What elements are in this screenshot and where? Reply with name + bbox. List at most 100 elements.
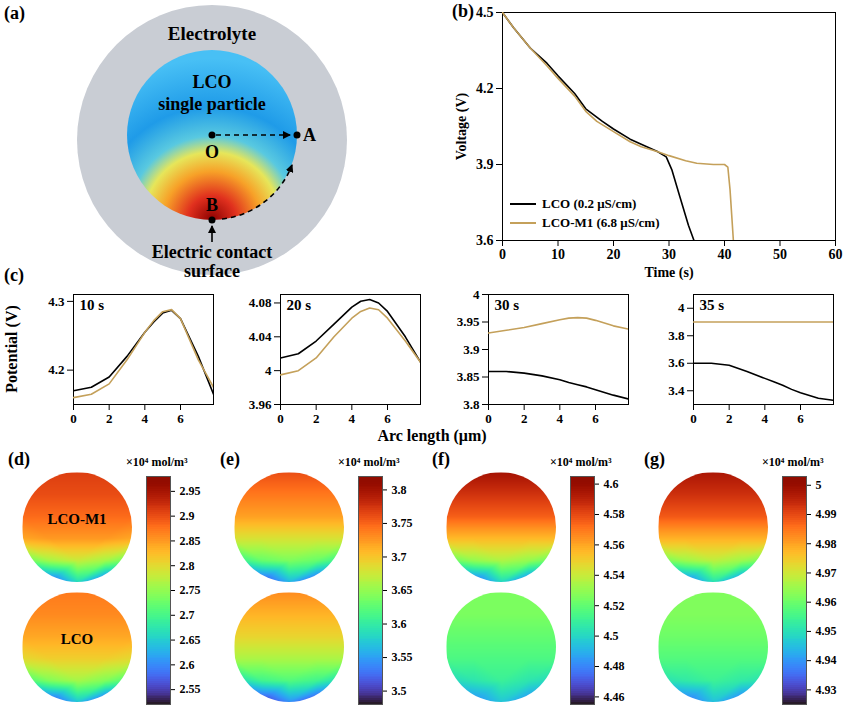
svg-text:35 s: 35 s [700,297,725,313]
svg-text:3.8: 3.8 [392,483,407,497]
html-text:LCO-M1: LCO-M1 [47,510,107,527]
svg-text:6: 6 [177,411,184,426]
svg-text:4.5: 4.5 [604,629,619,643]
svg-text:4.2: 4.2 [48,362,64,377]
svg-text:4.54: 4.54 [604,568,625,582]
svg-text:LCO: LCO [192,72,231,92]
svg-text:3.95: 3.95 [457,314,480,329]
svg-text:Voltage (V): Voltage (V) [454,92,470,160]
svg-text:Electrolyte: Electrolyte [168,23,256,44]
svg-text:4: 4 [142,411,149,426]
html-text:LCO: LCO [60,630,94,647]
svg-text:50: 50 [773,247,787,262]
svg-text:4.08: 4.08 [249,295,272,310]
svg-text:2.8: 2.8 [180,559,195,573]
svg-text:4: 4 [557,411,564,426]
html-text:LCO (0.2 μS/cm): LCO (0.2 μS/cm) [542,195,637,211]
html-text:(d): (d) [8,449,30,469]
svg-text:3.4: 3.4 [668,383,685,398]
svg-text:10: 10 [551,247,565,262]
svg-text:Electric contact: Electric contact [152,242,272,262]
svg-text:0: 0 [499,247,506,262]
svg-text:surface: surface [184,261,240,281]
svg-text:3.65: 3.65 [392,583,413,597]
svg-text:3.9: 3.9 [476,157,494,172]
svg-text:2.7: 2.7 [180,608,195,622]
svg-text:4.99: 4.99 [816,507,837,521]
svg-text:4.2: 4.2 [476,81,494,96]
svg-text:60: 60 [829,247,843,262]
svg-text:2.95: 2.95 [180,484,201,498]
svg-text:2: 2 [313,411,320,426]
html-text:Potential (V): Potential (V) [3,305,20,393]
svg-text:4.96: 4.96 [816,595,837,609]
svg-text:2.75: 2.75 [180,583,201,597]
svg-text:4.52: 4.52 [604,599,625,613]
svg-text:4.46: 4.46 [604,690,625,704]
svg-text:A: A [303,125,316,145]
svg-text:O: O [205,142,219,162]
html-text:(c): (c) [4,265,24,285]
svg-text:3.55: 3.55 [392,650,413,664]
svg-text:3.96: 3.96 [249,397,272,412]
svg-text:4.48: 4.48 [604,659,625,673]
svg-text:4: 4 [762,411,769,426]
svg-text:4.97: 4.97 [816,566,837,580]
svg-text:3.75: 3.75 [392,516,413,530]
svg-text:3.8: 3.8 [463,397,480,412]
svg-text:30 s: 30 s [495,297,520,313]
svg-text:0: 0 [277,411,284,426]
svg-text:3.6: 3.6 [668,355,685,370]
svg-text:2: 2 [726,411,733,426]
svg-text:20 s: 20 s [287,297,312,313]
svg-text:2.6: 2.6 [180,658,195,672]
svg-text:3.6: 3.6 [476,233,494,248]
svg-text:4.58: 4.58 [604,507,625,521]
svg-text:4.3: 4.3 [48,294,65,309]
svg-text:4.5: 4.5 [476,5,494,20]
svg-text:2.85: 2.85 [180,534,201,548]
svg-text:40: 40 [718,247,732,262]
svg-text:4.94: 4.94 [816,653,837,667]
html-text:(g): (g) [644,449,665,469]
html-text:(f): (f) [432,449,450,469]
svg-text:4.98: 4.98 [816,537,837,551]
svg-text:4: 4 [265,363,272,378]
svg-text:3.7: 3.7 [392,550,407,564]
svg-text:single particle: single particle [158,94,265,114]
svg-text:3.9: 3.9 [463,342,480,357]
svg-text:2: 2 [106,411,113,426]
svg-text:30: 30 [662,247,676,262]
svg-text:0: 0 [485,411,492,426]
svg-text:4: 4 [349,411,356,426]
svg-text:5: 5 [816,478,822,492]
svg-text:Time (s): Time (s) [644,265,693,281]
svg-text:0: 0 [70,411,77,426]
svg-text:4: 4 [678,300,685,315]
html-text:Arc length (μm): Arc length (μm) [377,427,487,444]
svg-text:4.95: 4.95 [816,624,837,638]
svg-text:3.8: 3.8 [668,328,685,343]
svg-text:2: 2 [521,411,528,426]
svg-text:3.6: 3.6 [392,617,407,631]
svg-text:2.65: 2.65 [180,633,201,647]
svg-text:4.04: 4.04 [249,329,272,344]
html-text:(a): (a) [4,3,25,23]
svg-text:4.56: 4.56 [604,538,625,552]
svg-text:2.55: 2.55 [180,682,201,696]
svg-text:4.93: 4.93 [816,683,837,697]
svg-text:2.9: 2.9 [180,509,195,523]
svg-text:4.6: 4.6 [604,477,619,491]
svg-text:6: 6 [592,411,599,426]
svg-text:3.85: 3.85 [457,369,480,384]
html-text:(e): (e) [220,449,240,469]
svg-text:20: 20 [607,247,621,262]
svg-text:10 s: 10 s [80,297,105,313]
svg-text:0: 0 [690,411,697,426]
svg-text:4: 4 [473,287,480,302]
svg-text:3.5: 3.5 [392,684,407,698]
html-text:(b): (b) [452,1,474,21]
svg-text:B: B [206,195,218,215]
svg-text:6: 6 [797,411,804,426]
svg-text:6: 6 [384,411,391,426]
